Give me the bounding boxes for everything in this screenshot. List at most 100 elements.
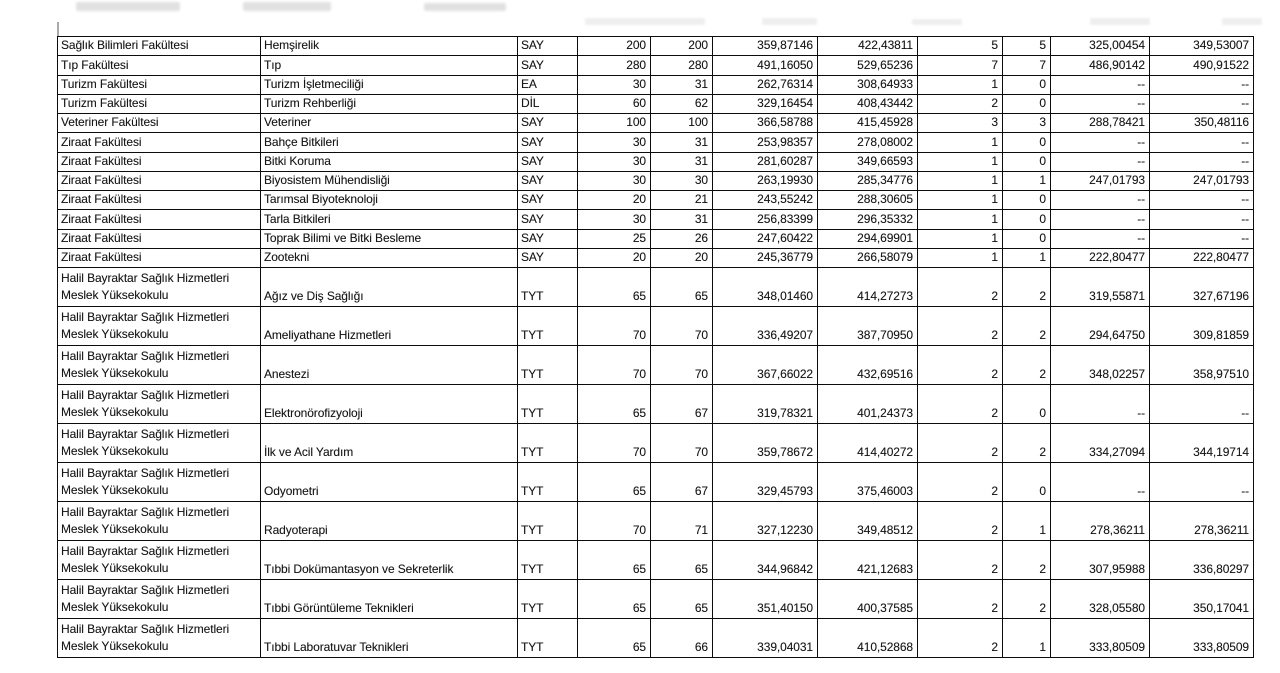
cell-registered: 70 <box>650 306 713 346</box>
cell-top-max-score: 336,80297 <box>1149 540 1254 580</box>
cell-min-score: 344,96842 <box>712 540 818 580</box>
cell-quota: 70 <box>577 345 651 385</box>
placement-score-table: Sağlık Bilimleri Fakültesi Hemşirelik SA… <box>57 35 1254 658</box>
cell-top-registered: 3 <box>1002 112 1051 134</box>
cell-quota: 200 <box>577 35 651 57</box>
cell-top-registered: 0 <box>1002 209 1051 230</box>
cell-max-score: 422,43811 <box>817 35 918 57</box>
cell-score-type: TYT <box>517 462 578 502</box>
cell-max-score: 294,69901 <box>817 228 918 249</box>
cell-top-min-score: -- <box>1050 74 1150 95</box>
cell-program: Turizm İşletmeciliği <box>260 74 518 95</box>
cell-max-score: 375,46003 <box>817 462 918 502</box>
cell-quota: 65 <box>577 384 651 424</box>
cell-registered: 70 <box>650 345 713 385</box>
table-row: Tıp Fakültesi Tıp SAY 280 280 491,16050 … <box>57 55 1254 76</box>
cell-top-max-score: -- <box>1149 384 1254 424</box>
cell-top-quota: 2 <box>917 501 1003 541</box>
cell-registered: 31 <box>650 151 713 172</box>
cell-faculty: Halil Bayraktar Sağlık Hizmetleri Meslek… <box>57 462 261 502</box>
cell-top-registered: 0 <box>1002 74 1051 95</box>
cell-registered: 65 <box>650 579 713 619</box>
cell-registered: 65 <box>650 267 713 307</box>
cell-faculty: Ziraat Fakültesi <box>57 228 261 249</box>
cell-min-score: 339,04031 <box>712 618 818 658</box>
cell-max-score: 288,30605 <box>817 189 918 211</box>
cell-max-score: 421,12683 <box>817 540 918 580</box>
cell-faculty: Ziraat Fakültesi <box>57 132 261 153</box>
cell-registered: 31 <box>650 209 713 230</box>
table-row: Turizm Fakültesi Turizm Rehberliği DİL 6… <box>57 93 1254 115</box>
cell-min-score: 262,76314 <box>712 74 818 95</box>
cell-max-score: 400,37585 <box>817 579 918 619</box>
cell-top-quota: 2 <box>917 306 1003 346</box>
cell-program: Radyoterapi <box>260 501 518 541</box>
cell-min-score: 327,12230 <box>712 501 818 541</box>
cell-registered: 280 <box>650 55 713 76</box>
cell-max-score: 296,35332 <box>817 209 918 230</box>
cell-top-registered: 2 <box>1002 345 1051 385</box>
cell-top-max-score: -- <box>1149 228 1254 249</box>
cutoff-row-artifact <box>1222 18 1262 25</box>
cell-score-type: TYT <box>517 501 578 541</box>
cell-program: Tıp <box>260 55 518 76</box>
cell-program: Tarımsal Biyoteknoloji <box>260 189 518 211</box>
cell-program: Hemşirelik <box>260 35 518 57</box>
cell-top-max-score: 490,91522 <box>1149 55 1254 76</box>
table-row: Halil Bayraktar Sağlık Hizmetleri Meslek… <box>57 384 1254 424</box>
cell-registered: 62 <box>650 93 713 115</box>
cell-top-min-score: 294,64750 <box>1050 306 1150 346</box>
cell-top-quota: 2 <box>917 579 1003 619</box>
cell-top-quota: 1 <box>917 132 1003 153</box>
cell-max-score: 529,65236 <box>817 55 918 76</box>
cell-top-quota: 2 <box>917 423 1003 463</box>
cell-max-score: 410,52868 <box>817 618 918 658</box>
cell-score-type: SAY <box>517 209 578 230</box>
cell-top-max-score: 350,48116 <box>1149 112 1254 134</box>
cell-top-min-score: 333,80509 <box>1050 618 1150 658</box>
cell-max-score: 387,70950 <box>817 306 918 346</box>
cell-quota: 20 <box>577 247 651 269</box>
cell-min-score: 351,40150 <box>712 579 818 619</box>
cell-top-registered: 0 <box>1002 189 1051 211</box>
cell-score-type: SAY <box>517 170 578 192</box>
cell-max-score: 349,48512 <box>817 501 918 541</box>
cell-program: Elektronörofizyoloji <box>260 384 518 424</box>
cell-quota: 30 <box>577 74 651 95</box>
cell-registered: 67 <box>650 384 713 424</box>
cell-quota: 30 <box>577 132 651 153</box>
cell-top-max-score: 309,81859 <box>1149 306 1254 346</box>
table-row: Halil Bayraktar Sağlık Hizmetleri Meslek… <box>57 540 1254 580</box>
cell-min-score: 491,16050 <box>712 55 818 76</box>
cell-quota: 65 <box>577 540 651 580</box>
cell-top-registered: 2 <box>1002 540 1051 580</box>
cell-min-score: 366,58788 <box>712 112 818 134</box>
cell-score-type: SAY <box>517 35 578 57</box>
cell-top-quota: 1 <box>917 247 1003 269</box>
table-row: Ziraat Fakültesi Toprak Bilimi ve Bitki … <box>57 228 1254 249</box>
cell-registered: 100 <box>650 112 713 134</box>
cell-registered: 70 <box>650 423 713 463</box>
cell-quota: 65 <box>577 579 651 619</box>
cell-faculty: Turizm Fakültesi <box>57 93 261 115</box>
cell-score-type: SAY <box>517 55 578 76</box>
table-row: Veteriner Fakültesi Veteriner SAY 100 10… <box>57 112 1254 134</box>
cell-min-score: 281,60287 <box>712 151 818 172</box>
cell-program: Biyosistem Mühendisliği <box>260 170 518 192</box>
cell-score-type: SAY <box>517 151 578 172</box>
cell-min-score: 329,45793 <box>712 462 818 502</box>
cell-max-score: 349,66593 <box>817 151 918 172</box>
cell-program: Turizm Rehberliği <box>260 93 518 115</box>
cell-program: Toprak Bilimi ve Bitki Besleme <box>260 228 518 249</box>
cell-registered: 71 <box>650 501 713 541</box>
cell-quota: 65 <box>577 462 651 502</box>
cell-top-min-score: 247,01793 <box>1050 170 1150 192</box>
cell-top-max-score: -- <box>1149 189 1254 211</box>
cell-top-min-score: 278,36211 <box>1050 501 1150 541</box>
cell-quota: 100 <box>577 112 651 134</box>
cell-program: Anestezi <box>260 345 518 385</box>
cutoff-row-artifact <box>762 18 817 25</box>
cell-score-type: SAY <box>517 112 578 134</box>
cell-top-min-score: 486,90142 <box>1050 55 1150 76</box>
cell-program: Tıbbi Laboratuvar Teknikleri <box>260 618 518 658</box>
